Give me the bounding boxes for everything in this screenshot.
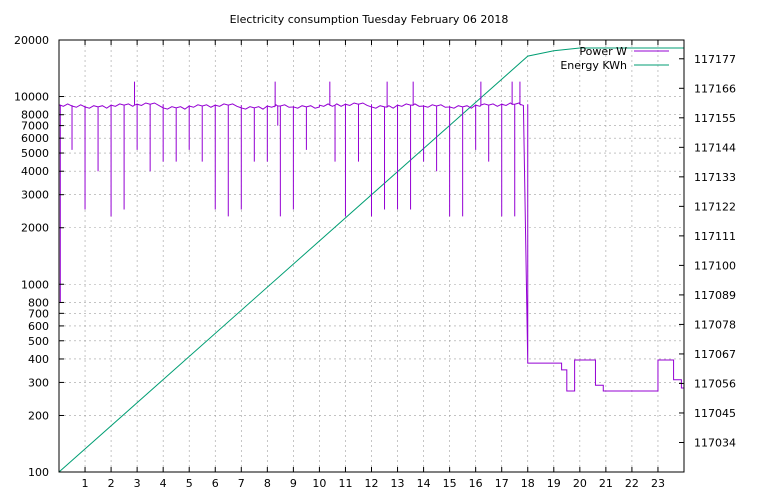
x-tick-label: 7 bbox=[238, 477, 245, 490]
power-series bbox=[58, 81, 684, 472]
power-line bbox=[58, 81, 684, 472]
x-tick-label: 2 bbox=[108, 477, 115, 490]
y-left-tick-label: 5000 bbox=[21, 147, 49, 160]
y-left-tick-label: 20000 bbox=[14, 34, 49, 47]
y-left-tick-label: 2000 bbox=[21, 222, 49, 235]
y-right-tick-label: 117111 bbox=[694, 230, 736, 243]
y-left-tick-label: 700 bbox=[28, 307, 49, 320]
x-tick-label: 22 bbox=[625, 477, 639, 490]
x-tick-label: 9 bbox=[290, 477, 297, 490]
y-left-tick-label: 1000 bbox=[21, 278, 49, 291]
y-right-tick-label: 117034 bbox=[694, 436, 736, 449]
x-tick-label: 11 bbox=[338, 477, 352, 490]
x-tick-label: 4 bbox=[160, 477, 167, 490]
y-right-tick-label: 117078 bbox=[694, 318, 736, 331]
x-tick-label: 13 bbox=[391, 477, 405, 490]
y-right-tick-label: 117067 bbox=[694, 348, 736, 361]
y-right-tick-label: 117133 bbox=[694, 171, 736, 184]
x-tick-label: 8 bbox=[264, 477, 271, 490]
y-right-tick-label: 117122 bbox=[694, 200, 736, 213]
energy-line bbox=[58, 47, 684, 473]
legend-label-energy: Energy KWh bbox=[560, 59, 627, 72]
axis-ticks: 1 2 3 4 5 6 7 8 9 10 11 12 13 14 15 16 17 18 19 20 21 22 23100… bbox=[14, 34, 736, 490]
legend-label-power: Power W bbox=[579, 45, 627, 58]
x-tick-label: 16 bbox=[469, 477, 483, 490]
y-right-tick-label: 117089 bbox=[694, 289, 736, 302]
y-left-tick-label: 4000 bbox=[21, 165, 49, 178]
energy-series bbox=[58, 47, 684, 473]
y-left-tick-label: 500 bbox=[28, 335, 49, 348]
x-tick-label: 1 bbox=[82, 477, 89, 490]
x-tick-label: 3 bbox=[134, 477, 141, 490]
y-right-tick-label: 117177 bbox=[694, 53, 736, 66]
x-tick-label: 5 bbox=[186, 477, 193, 490]
x-tick-label: 17 bbox=[495, 477, 509, 490]
y-left-tick-label: 300 bbox=[28, 376, 49, 389]
y-right-tick-label: 117166 bbox=[694, 82, 736, 95]
x-tick-label: 20 bbox=[573, 477, 587, 490]
y-right-tick-label: 117155 bbox=[694, 112, 736, 125]
chart-title: Electricity consumption Tuesday February… bbox=[230, 13, 509, 26]
x-tick-label: 10 bbox=[312, 477, 326, 490]
x-tick-label: 12 bbox=[365, 477, 379, 490]
y-left-tick-label: 800 bbox=[28, 296, 49, 309]
x-tick-label: 18 bbox=[521, 477, 535, 490]
y-left-tick-label: 600 bbox=[28, 320, 49, 333]
y-left-tick-label: 200 bbox=[28, 409, 49, 422]
x-tick-label: 6 bbox=[212, 477, 219, 490]
y-left-tick-label: 400 bbox=[28, 353, 49, 366]
y-left-tick-label: 3000 bbox=[21, 189, 49, 202]
y-right-tick-label: 117144 bbox=[694, 141, 736, 154]
y-right-tick-label: 117045 bbox=[694, 407, 736, 420]
y-right-tick-label: 117100 bbox=[694, 259, 736, 272]
y-left-tick-label: 8000 bbox=[21, 109, 49, 122]
y-right-tick-label: 117056 bbox=[694, 377, 736, 390]
x-tick-label: 23 bbox=[651, 477, 665, 490]
x-tick-label: 19 bbox=[547, 477, 561, 490]
x-tick-label: 21 bbox=[599, 477, 613, 490]
y-left-tick-label: 6000 bbox=[21, 132, 49, 145]
y-left-tick-label: 10000 bbox=[14, 91, 49, 104]
y-left-tick-label: 100 bbox=[28, 466, 49, 479]
legend: Power W Energy KWh bbox=[560, 45, 669, 72]
x-tick-label: 14 bbox=[417, 477, 431, 490]
x-tick-label: 15 bbox=[443, 477, 457, 490]
y-left-tick-label: 7000 bbox=[21, 120, 49, 133]
